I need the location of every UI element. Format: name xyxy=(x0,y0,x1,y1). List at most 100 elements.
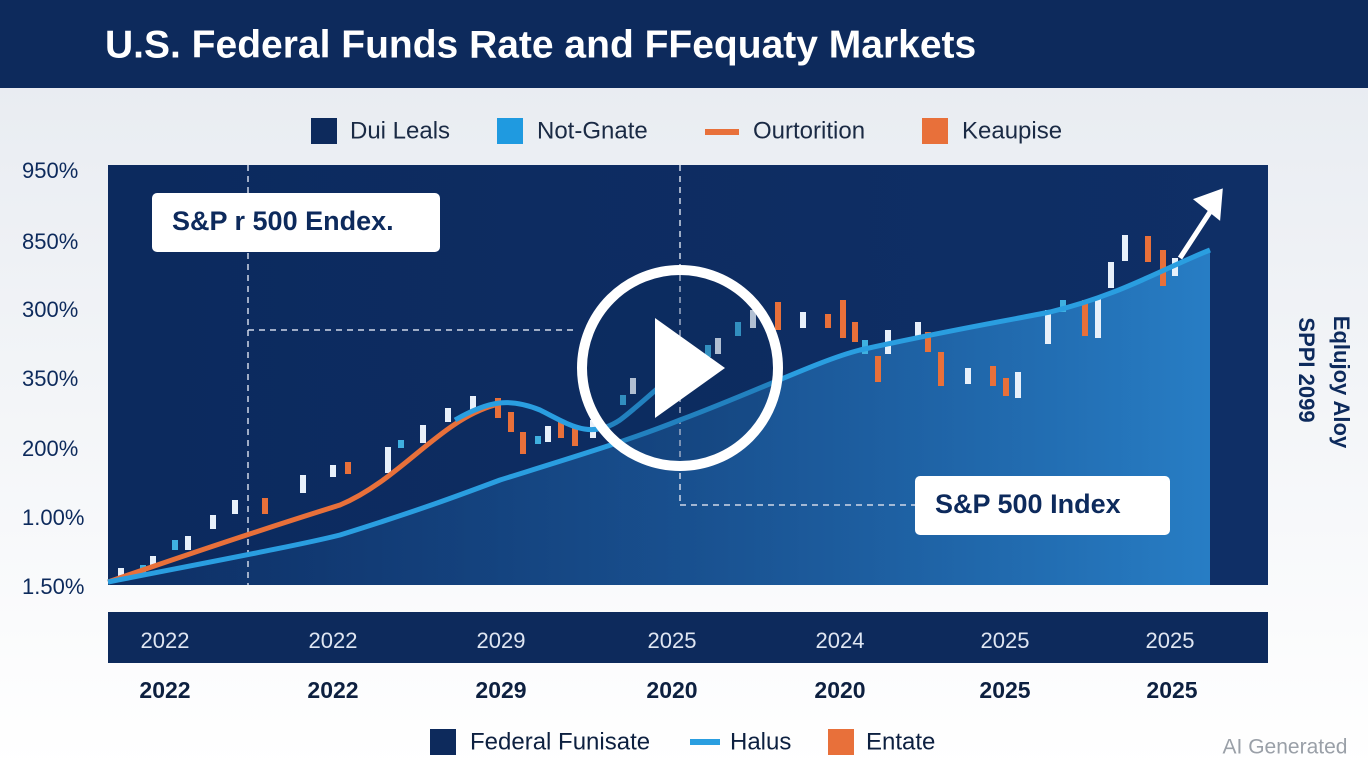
legend-swatch xyxy=(690,739,720,745)
candle xyxy=(558,420,564,438)
candle xyxy=(840,300,846,338)
x-label: 2022 xyxy=(307,677,358,703)
candle xyxy=(620,395,626,405)
x-label: 2024 xyxy=(816,628,865,653)
candle xyxy=(1082,300,1088,336)
legend-swatch xyxy=(497,118,523,144)
candle xyxy=(385,447,391,473)
candle xyxy=(938,352,944,386)
orange-line xyxy=(107,402,496,585)
legend-top: Dui Leals Not-Gnate Ourtorition Keaupise xyxy=(311,117,1062,144)
x-label: 2025 xyxy=(979,677,1030,703)
x-labels-below: 2022 2022 2029 2020 2020 2025 2025 xyxy=(139,677,1197,703)
x-label: 2029 xyxy=(475,677,526,703)
x-label: 2025 xyxy=(1146,628,1195,653)
annotations: S&P r 500 Endex. S&P 500 Index xyxy=(152,193,1170,535)
y-label: 950% xyxy=(22,158,78,183)
candle xyxy=(775,302,781,330)
x-label: 2025 xyxy=(981,628,1030,653)
annotation: S&P 500 Index xyxy=(935,489,1121,519)
candle xyxy=(300,475,306,493)
candle xyxy=(1015,372,1021,398)
candle xyxy=(345,462,351,474)
watermark: AI Generated xyxy=(1223,736,1348,759)
legend-bottom: Federal Funisate Halus Entate xyxy=(430,728,935,755)
candle xyxy=(520,432,526,454)
candle xyxy=(965,368,971,384)
legend-label: Not-Gnate xyxy=(537,117,648,144)
candle xyxy=(715,338,721,354)
y-label: 350% xyxy=(22,366,78,391)
candle xyxy=(172,540,178,550)
legend-label: Entate xyxy=(866,728,935,755)
x-label: 2022 xyxy=(309,628,358,653)
candle xyxy=(1060,300,1066,312)
candle xyxy=(508,412,514,432)
y-label: 850% xyxy=(22,229,78,254)
x-label: 2025 xyxy=(1146,677,1197,703)
legend-label: Federal Funisate xyxy=(470,728,650,755)
candle xyxy=(185,536,191,550)
trend-arrow xyxy=(1177,188,1223,260)
y-label: 300% xyxy=(22,297,78,322)
legend-swatch xyxy=(311,118,337,144)
candle xyxy=(495,398,501,418)
x-label: 2029 xyxy=(477,628,526,653)
candle xyxy=(118,568,124,578)
light-blue-line xyxy=(453,368,682,432)
candle xyxy=(1122,235,1128,261)
candle xyxy=(262,498,268,514)
legend-swatch xyxy=(828,729,854,755)
x-label: 2020 xyxy=(814,677,865,703)
candle xyxy=(1003,378,1009,396)
candle xyxy=(630,378,636,394)
legend-label: Dui Leals xyxy=(350,117,450,144)
candle xyxy=(705,345,711,357)
candle xyxy=(420,425,426,443)
x-label: 2022 xyxy=(139,677,190,703)
candle xyxy=(735,322,741,336)
candle xyxy=(1145,236,1151,262)
play-button[interactable] xyxy=(577,265,783,471)
blue-line xyxy=(107,247,1211,585)
candle xyxy=(572,428,578,446)
candle xyxy=(915,322,921,338)
side-labels: SPPI 2099 Eqlujoy Aloy xyxy=(1294,316,1354,449)
annotation-box xyxy=(915,476,1170,535)
candle xyxy=(330,465,336,477)
candle xyxy=(1108,262,1114,288)
x-label: 2022 xyxy=(141,628,190,653)
candle xyxy=(990,366,996,386)
side-label: SPPI 2099 xyxy=(1294,317,1319,422)
x-labels-band: 2022 2022 2029 2025 2024 2025 2025 xyxy=(141,628,1195,653)
candle xyxy=(1045,310,1051,344)
candle xyxy=(545,426,551,442)
candle xyxy=(1095,298,1101,338)
candle xyxy=(852,322,858,342)
y-label: 1.00% xyxy=(22,505,84,530)
title-bar xyxy=(0,0,1368,88)
candle xyxy=(535,436,541,444)
legend-swatch xyxy=(430,729,456,755)
annotation: S&P r 500 Endex. xyxy=(172,206,394,236)
candle xyxy=(210,515,216,529)
candle xyxy=(750,310,756,328)
y-label: 200% xyxy=(22,436,78,461)
legend-label: Halus xyxy=(730,728,791,755)
x-label: 2020 xyxy=(646,677,697,703)
candle xyxy=(118,235,1178,578)
side-label: Eqlujoy Aloy xyxy=(1329,316,1354,449)
candle xyxy=(232,500,238,514)
legend-swatch xyxy=(705,129,739,135)
legend-label: Keaupise xyxy=(962,117,1062,144)
play-icon[interactable] xyxy=(655,318,725,418)
candle xyxy=(825,314,831,328)
title: U.S. Federal Funds Rate and FFequaty Mar… xyxy=(105,23,976,66)
candle xyxy=(800,312,806,328)
annotation-box xyxy=(152,193,440,252)
candle xyxy=(470,396,476,410)
y-label: 1.50% xyxy=(22,574,84,599)
legend-swatch xyxy=(922,118,948,144)
